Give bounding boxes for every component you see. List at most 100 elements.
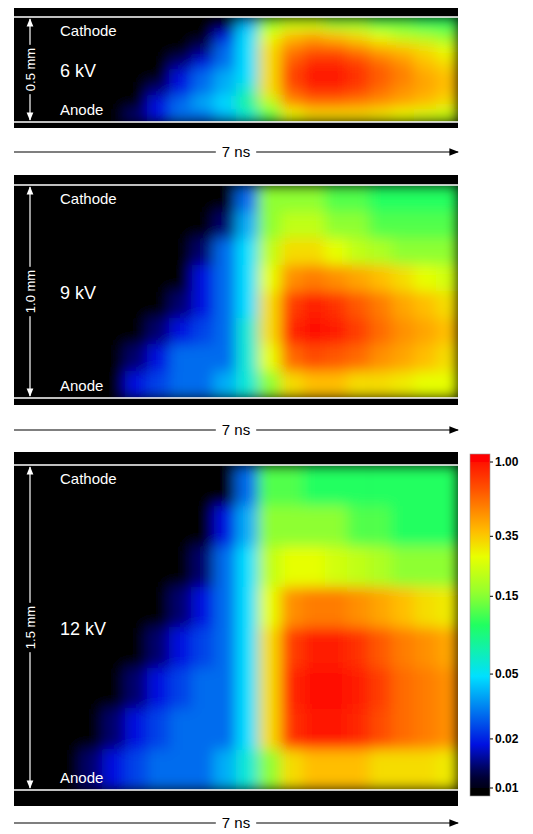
cell	[325, 238, 348, 265]
cell	[391, 749, 414, 790]
heatmap	[14, 465, 458, 790]
cell	[36, 109, 59, 122]
cell	[169, 318, 192, 345]
cell	[391, 96, 414, 110]
cell	[58, 43, 81, 57]
colorbar-tick	[490, 536, 493, 537]
cell	[147, 709, 170, 750]
cell	[214, 70, 237, 84]
cell	[147, 212, 170, 239]
cell	[214, 265, 237, 292]
cell	[280, 109, 303, 122]
cell	[236, 506, 259, 547]
cell	[103, 83, 126, 97]
cell	[258, 465, 281, 506]
cell	[347, 265, 370, 292]
cell	[125, 17, 148, 31]
colorbar-tick-label: 1.00	[495, 455, 519, 469]
cell	[369, 345, 392, 372]
cell	[36, 668, 59, 709]
cell	[58, 83, 81, 97]
cell	[347, 185, 370, 212]
cell	[280, 238, 303, 265]
cell	[192, 212, 215, 239]
cell	[169, 238, 192, 265]
image-background	[14, 175, 458, 405]
cell	[125, 56, 148, 70]
cell	[14, 668, 37, 709]
cell	[192, 506, 215, 547]
cell	[258, 56, 281, 70]
cell	[325, 465, 348, 506]
cell	[14, 318, 37, 345]
cell	[147, 17, 170, 31]
cell	[414, 345, 437, 372]
colorbar-tick-label: 0.01	[495, 781, 519, 795]
cell	[391, 546, 414, 587]
cell	[81, 238, 104, 265]
anode-label: Anode	[60, 769, 103, 786]
cell	[36, 371, 59, 398]
cell	[147, 56, 170, 70]
cell	[192, 109, 215, 122]
cell	[192, 371, 215, 398]
cell	[169, 83, 192, 97]
cell	[303, 668, 326, 709]
cell	[347, 465, 370, 506]
cell	[214, 30, 237, 44]
cell	[125, 546, 148, 587]
cell	[280, 292, 303, 319]
cell	[169, 371, 192, 398]
cell	[369, 83, 392, 97]
cell	[214, 17, 237, 31]
cell	[414, 56, 437, 70]
cell	[280, 96, 303, 110]
cell	[14, 17, 37, 31]
cell	[103, 546, 126, 587]
cell	[258, 668, 281, 709]
cell	[147, 749, 170, 790]
electrode-line	[14, 16, 458, 18]
cell	[414, 465, 437, 506]
colorbar-frame	[470, 454, 490, 796]
cells	[14, 465, 458, 790]
cell	[36, 70, 59, 84]
cell	[258, 212, 281, 239]
cell	[58, 709, 81, 750]
cell	[280, 709, 303, 750]
cell	[303, 238, 326, 265]
voltage-label: 12 kV	[60, 619, 106, 639]
cell	[192, 43, 215, 57]
cell	[369, 96, 392, 110]
cell	[147, 70, 170, 84]
cell	[125, 345, 148, 372]
cell	[325, 185, 348, 212]
cell	[103, 238, 126, 265]
cell	[391, 318, 414, 345]
cell	[169, 506, 192, 547]
cell	[169, 265, 192, 292]
cell	[436, 185, 458, 212]
cell	[391, 668, 414, 709]
cell	[125, 749, 148, 790]
cell	[214, 749, 237, 790]
cell	[347, 70, 370, 84]
cell	[147, 30, 170, 44]
cell	[347, 30, 370, 44]
cell	[192, 83, 215, 97]
cell	[192, 587, 215, 628]
cell	[347, 43, 370, 57]
cathode-label: Cathode	[60, 190, 117, 207]
cell	[236, 587, 259, 628]
cell	[103, 96, 126, 110]
cell	[214, 56, 237, 70]
cell	[236, 709, 259, 750]
cell	[258, 318, 281, 345]
cell	[325, 546, 348, 587]
cell	[147, 668, 170, 709]
cell	[303, 292, 326, 319]
cell	[436, 30, 458, 44]
cell	[303, 212, 326, 239]
cell	[169, 292, 192, 319]
cell	[214, 212, 237, 239]
